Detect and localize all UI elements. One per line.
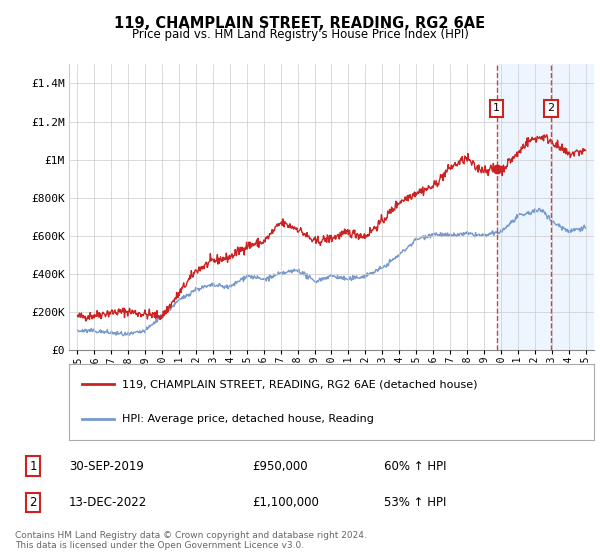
Text: HPI: Average price, detached house, Reading: HPI: Average price, detached house, Read…	[121, 414, 373, 424]
Text: 30-SEP-2019: 30-SEP-2019	[69, 460, 144, 473]
Text: Price paid vs. HM Land Registry's House Price Index (HPI): Price paid vs. HM Land Registry's House …	[131, 28, 469, 41]
Text: 13-DEC-2022: 13-DEC-2022	[69, 496, 147, 509]
Text: 1: 1	[493, 103, 500, 113]
Text: 60% ↑ HPI: 60% ↑ HPI	[384, 460, 446, 473]
Text: 53% ↑ HPI: 53% ↑ HPI	[384, 496, 446, 509]
Text: £950,000: £950,000	[252, 460, 308, 473]
Text: 119, CHAMPLAIN STREET, READING, RG2 6AE (detached house): 119, CHAMPLAIN STREET, READING, RG2 6AE …	[121, 380, 477, 389]
Text: £1,100,000: £1,100,000	[252, 496, 319, 509]
Text: 2: 2	[29, 496, 37, 509]
Bar	[497, 64, 594, 350]
Text: Contains HM Land Registry data © Crown copyright and database right 2024.
This d: Contains HM Land Registry data © Crown c…	[15, 530, 367, 550]
Text: 1: 1	[29, 460, 37, 473]
Text: 2: 2	[547, 103, 554, 113]
Text: 119, CHAMPLAIN STREET, READING, RG2 6AE: 119, CHAMPLAIN STREET, READING, RG2 6AE	[115, 16, 485, 31]
